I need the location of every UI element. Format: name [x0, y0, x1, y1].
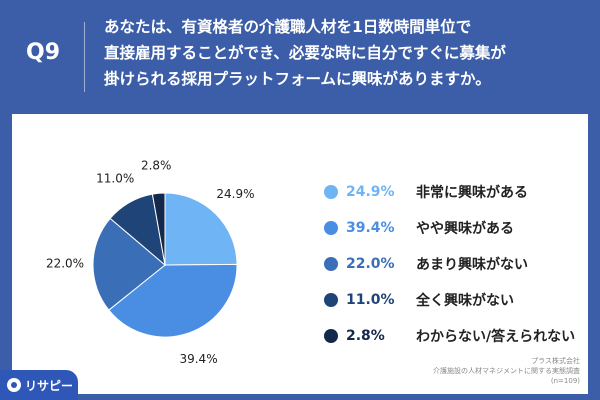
legend-item: 39.4% やや興味がある	[324, 210, 584, 246]
legend-value: 22.0%	[346, 256, 395, 272]
pie-slice	[92, 217, 166, 311]
legend-label: やや興味がある	[416, 221, 514, 237]
legend-label: 全く興味がない	[416, 293, 514, 309]
legend-value: 2.8%	[346, 328, 385, 344]
legend: 24.9% 非常に興味がある 39.4% やや興味がある 22.0% あまり興味がない 11…	[324, 174, 584, 354]
legend-swatch	[324, 221, 338, 235]
pie-slice	[151, 192, 166, 266]
pie-slice-label: 11.0%	[96, 171, 134, 185]
question-line: 直接雇用することができ、必要な時に自分ですぐに募集が	[104, 44, 506, 62]
legend-swatch	[324, 293, 338, 307]
legend-item: 22.0% あまり興味がない	[324, 246, 584, 282]
question-text: あなたは、有資格者の介護職人材を1日数時間単位で 直接雇用することができ、必要な…	[104, 14, 584, 92]
legend-value: 24.9%	[346, 184, 395, 200]
source-note: プラス株式会社 介護施設の人材マネジメントに関する実態調査 (n=109)	[433, 356, 580, 386]
pie-slice-label: 22.0%	[46, 257, 84, 271]
question-number: Q9	[26, 40, 61, 65]
legend-swatch	[324, 257, 338, 271]
question-line: あなたは、有資格者の介護職人材を1日数時間単位で	[104, 18, 472, 36]
pie-slice	[164, 192, 238, 266]
legend-value: 11.0%	[346, 292, 395, 308]
pie-slice-label: 24.9%	[216, 187, 254, 201]
pie-slice-label: 2.8%	[141, 158, 172, 172]
pie-slice	[108, 263, 238, 338]
legend-swatch	[324, 185, 338, 199]
chart-card: 24.9% 39.4% 22.0% 11.0% 2.8% 24.9% 非常に興味がある 39…	[12, 114, 588, 394]
source-survey: 介護施設の人材マネジメントに関する実態調査	[433, 367, 580, 375]
legend-label: 非常に興味がある	[416, 185, 528, 201]
pie-chart: 24.9% 39.4% 22.0% 11.0% 2.8%	[46, 158, 255, 366]
legend-label: あまり興味がない	[416, 257, 528, 273]
logo-icon	[7, 378, 21, 392]
header: Q9 あなたは、有資格者の介護職人材を1日数時間単位で 直接雇用することができ、…	[0, 0, 600, 112]
legend-item: 2.8% わからない/答えられない	[324, 318, 584, 354]
brand-logo: リサピー	[0, 370, 78, 400]
question-line: 掛けられる採用プラットフォームに興味がありますか。	[104, 70, 491, 88]
source-n: (n=109)	[550, 377, 580, 385]
legend-item: 11.0% 全く興味がない	[324, 282, 584, 318]
legend-swatch	[324, 329, 338, 343]
pie-slice-label: 39.4%	[179, 352, 217, 366]
source-company: プラス株式会社	[531, 357, 580, 365]
legend-item: 24.9% 非常に興味がある	[324, 174, 584, 210]
legend-value: 39.4%	[346, 220, 395, 236]
header-divider	[84, 22, 85, 92]
logo-text: リサピー	[25, 378, 74, 393]
legend-label: わからない/答えられない	[416, 329, 576, 345]
